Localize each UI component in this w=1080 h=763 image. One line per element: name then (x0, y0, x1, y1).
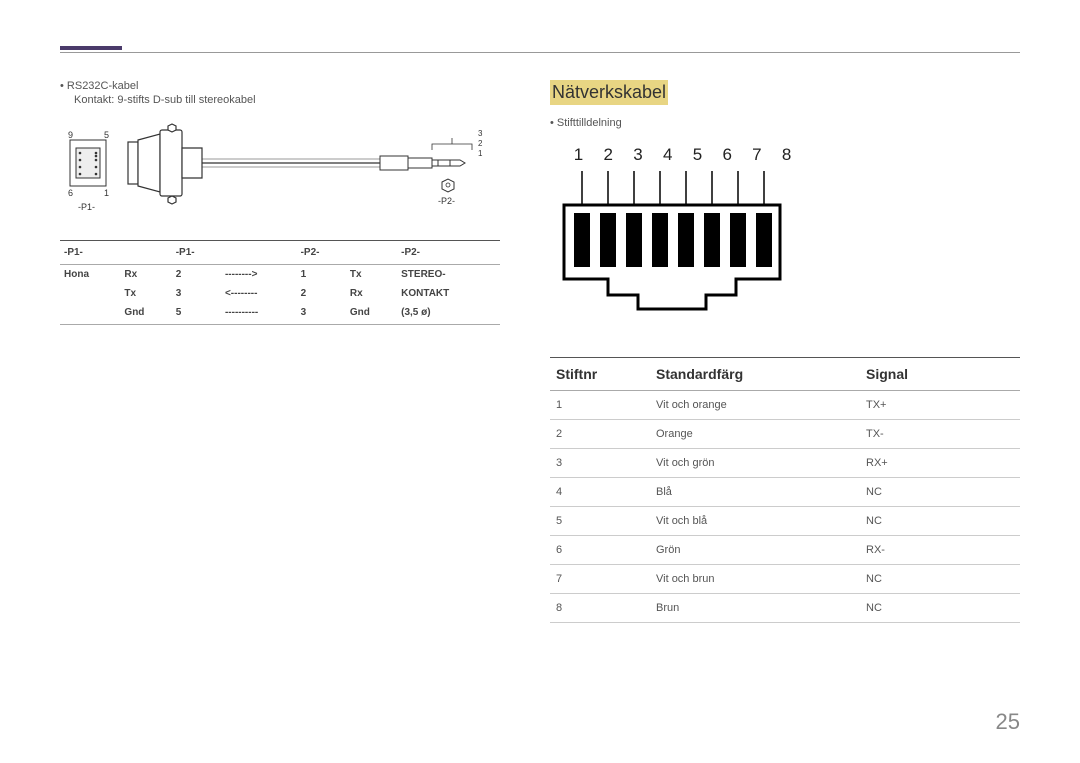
pm-r2c0 (60, 303, 120, 325)
rs232-bullet: • RS232C-kabel (60, 80, 500, 92)
rj-h2: Signal (860, 358, 1020, 391)
pm-r1c6: KONTAKT (397, 284, 500, 303)
rj-r5c0: 6 (550, 536, 650, 565)
pm-r0c0: Hona (60, 265, 120, 285)
p1-label: -P1- (78, 202, 95, 212)
pin-num-5: 5 (685, 145, 710, 165)
cable-diagram: 9 5 6 1 -P1- (60, 120, 500, 230)
jack-label-3: 3 (478, 129, 483, 138)
rj-r5c1: Grön (650, 536, 860, 565)
page-number: 25 (996, 709, 1020, 735)
rj-r2c0: 3 (550, 449, 650, 478)
rj-r4c0: 5 (550, 507, 650, 536)
rj-r7c1: Brun (650, 594, 860, 623)
pm-h2: -P1- (172, 241, 221, 265)
right-column: Nätverkskabel • Stifttilldelning 1 2 3 4… (550, 80, 1020, 623)
rj-r1c2: TX- (860, 420, 1020, 449)
pm-r2c5: Gnd (346, 303, 397, 325)
pin-num-3: 3 (625, 145, 650, 165)
rj-r2c1: Vit och grön (650, 449, 860, 478)
pm-r2c6: (3,5 ø) (397, 303, 500, 325)
pm-r0c2: 2 (172, 265, 221, 285)
rj-r3c1: Blå (650, 478, 860, 507)
rs232-subtext: Kontakt: 9-stifts D-sub till stereokabel (74, 94, 500, 106)
rj45-pin-numbers: 1 2 3 4 5 6 7 8 (566, 145, 1020, 165)
pm-h1 (120, 241, 171, 265)
rj45-connector-diagram (550, 169, 820, 339)
rj-r4c1: Vit och blå (650, 507, 860, 536)
rj-r6c2: NC (860, 565, 1020, 594)
rj-r1c0: 2 (550, 420, 650, 449)
dsub-corner-5: 5 (104, 130, 109, 140)
rj-r0c2: TX+ (860, 391, 1020, 420)
rj-r4c2: NC (860, 507, 1020, 536)
p2-label: -P2- (438, 196, 455, 206)
rj-r6c1: Vit och brun (650, 565, 860, 594)
rj-h1: Standardfärg (650, 358, 860, 391)
rj-r3c0: 4 (550, 478, 650, 507)
network-cable-title: Nätverkskabel (550, 80, 668, 105)
header-divider (60, 52, 1020, 53)
pm-h0: -P1- (60, 241, 120, 265)
dsub-corner-6: 6 (68, 188, 73, 198)
pm-h5 (346, 241, 397, 265)
rs232-pin-table: -P1- -P1- -P2- -P2- Hona Rx 2 --------> … (60, 240, 500, 325)
left-column: • RS232C-kabel Kontakt: 9-stifts D-sub t… (60, 80, 500, 325)
pm-r1c1: Tx (120, 284, 171, 303)
pin-assignment-bullet: • Stifttilldelning (550, 117, 1020, 129)
accent-bar (60, 46, 122, 50)
rj-r3c2: NC (860, 478, 1020, 507)
pm-h6: -P2- (397, 241, 500, 265)
pin-num-6: 6 (715, 145, 740, 165)
pm-r0c1: Rx (120, 265, 171, 285)
pin-num-1: 1 (566, 145, 591, 165)
pm-r2c3: ---------- (221, 303, 297, 325)
pm-r1c2: 3 (172, 284, 221, 303)
pm-r1c3: <-------- (221, 284, 297, 303)
dsub-corner-1: 1 (104, 188, 109, 198)
pm-r0c5: Tx (346, 265, 397, 285)
pm-r2c1: Gnd (120, 303, 171, 325)
rj-r1c1: Orange (650, 420, 860, 449)
pin-num-2: 2 (596, 145, 621, 165)
rj-r2c2: RX+ (860, 449, 1020, 478)
rj-r6c0: 7 (550, 565, 650, 594)
pm-h4: -P2- (297, 241, 346, 265)
dsub-corner-9: 9 (68, 130, 73, 140)
rj-r7c2: NC (860, 594, 1020, 623)
pin-num-4: 4 (655, 145, 680, 165)
rj45-pinout-table: Stiftnr Standardfärg Signal 1Vit och ora… (550, 357, 1020, 623)
rj-r0c0: 1 (550, 391, 650, 420)
pm-r2c4: 3 (297, 303, 346, 325)
pm-r1c0 (60, 284, 120, 303)
rj-h0: Stiftnr (550, 358, 650, 391)
pm-r0c6: STEREO- (397, 265, 500, 285)
pm-r1c5: Rx (346, 284, 397, 303)
rj-r7c0: 8 (550, 594, 650, 623)
pm-r1c4: 2 (297, 284, 346, 303)
rj-r0c1: Vit och orange (650, 391, 860, 420)
pin-num-8: 8 (774, 145, 799, 165)
jack-label-1: 1 (478, 149, 483, 158)
pm-r0c3: --------> (221, 265, 297, 285)
jack-label-2: 2 (478, 139, 483, 148)
pin-num-7: 7 (744, 145, 769, 165)
pm-h3 (221, 241, 297, 265)
rj-r5c2: RX- (860, 536, 1020, 565)
pm-r0c4: 1 (297, 265, 346, 285)
pm-r2c2: 5 (172, 303, 221, 325)
